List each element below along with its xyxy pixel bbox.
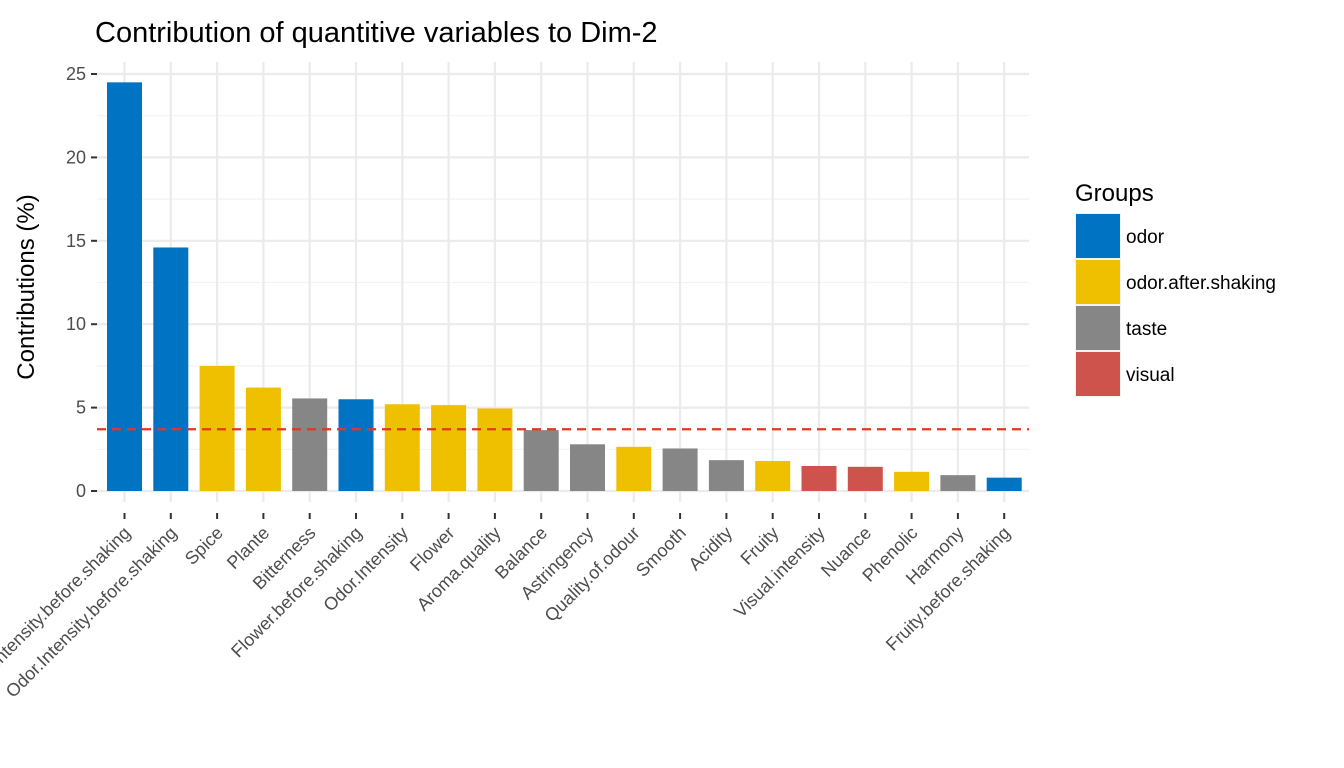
plot-panel: 0510152025Intensity.before.shakingOdor.I… [0, 62, 1029, 701]
legend-label: odor [1126, 227, 1165, 248]
bar-harmony [940, 475, 976, 491]
bar-flower-before-shaking [338, 399, 374, 491]
bar-fruity [755, 460, 791, 491]
bar-balance [523, 430, 559, 491]
bar-odor-intensity-before-shaking [153, 247, 189, 491]
bar-smooth [662, 448, 698, 491]
bar-visual-intensity [801, 465, 837, 491]
legend-swatch-visual [1076, 352, 1120, 396]
y-axis-label: Contributions (%) [13, 194, 40, 379]
legend-swatch-odor-after-shaking [1076, 260, 1120, 304]
y-tick-label: 0 [76, 481, 86, 501]
bar-intensity-before-shaking [107, 82, 142, 491]
legend-title: Groups [1075, 180, 1154, 207]
legend-label: taste [1126, 319, 1167, 340]
bar-bitterness [292, 398, 328, 491]
bar-astringency [570, 444, 605, 491]
legend-swatch-odor [1076, 214, 1120, 258]
bar-odor-intensity [384, 404, 420, 491]
bar-flower [431, 405, 467, 491]
y-tick-label: 5 [76, 398, 86, 418]
x-tick-label: Odor.Intensity.before.shaking [2, 523, 181, 702]
legend: Groups odor odor.after.shaking taste visual [1075, 180, 1276, 397]
y-tick-label: 10 [66, 314, 86, 334]
x-tick-label: Acidity [685, 523, 737, 575]
legend-label: visual [1126, 365, 1175, 386]
bar-aroma-quality [477, 408, 513, 491]
bar-fruity-before-shaking [986, 477, 1022, 491]
bar-plante [245, 387, 281, 491]
bar-quality-of-odour [616, 446, 652, 491]
y-tick-label: 20 [66, 147, 86, 167]
legend-label: odor.after.shaking [1126, 273, 1276, 294]
bar-phenolic [894, 471, 930, 491]
bar-acidity [708, 460, 744, 491]
y-tick-label: 25 [66, 64, 86, 84]
x-tick-label: Spice [181, 523, 227, 569]
bar-nuance [847, 466, 883, 491]
legend-swatch-taste [1076, 306, 1120, 350]
y-tick-label: 15 [66, 231, 86, 251]
chart-title: Contribution of quantitive variables to … [95, 17, 658, 49]
x-tick-label: Smooth [632, 523, 690, 581]
